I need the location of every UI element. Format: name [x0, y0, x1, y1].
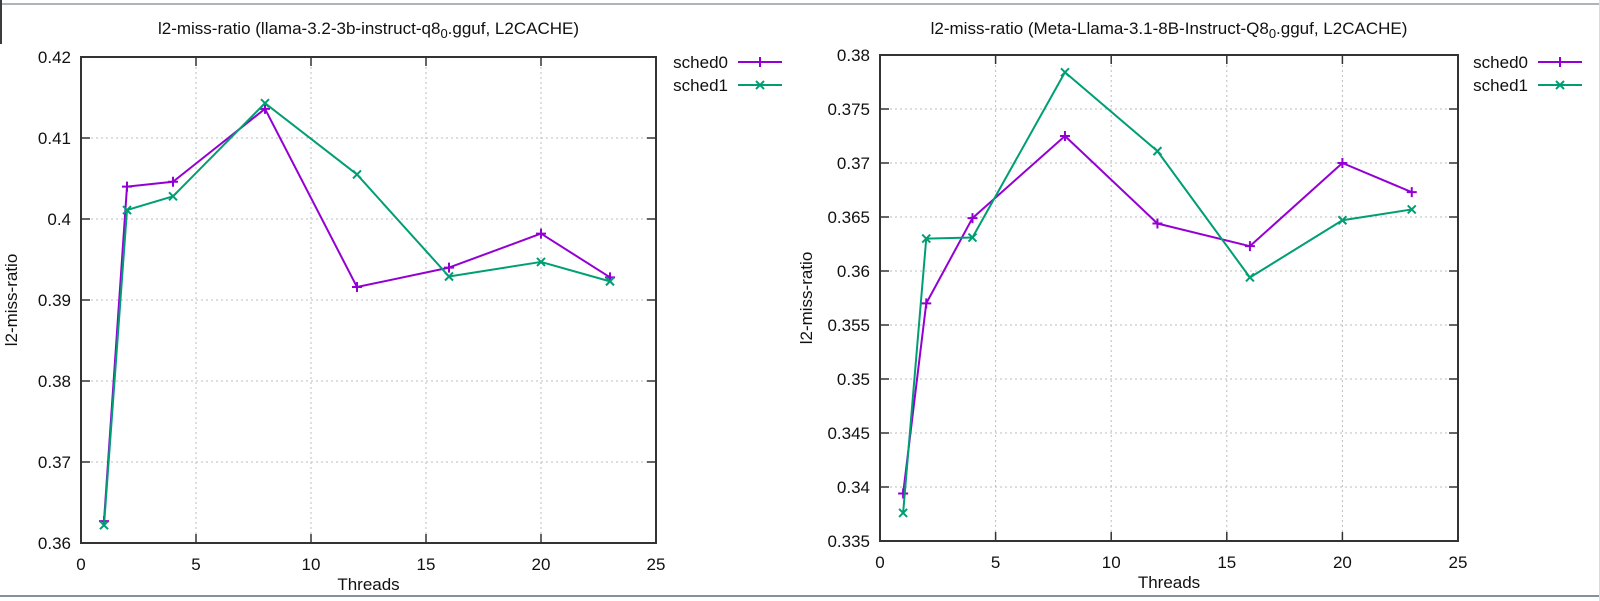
plus-marker [967, 213, 978, 224]
y-tick-label: 0.37 [837, 154, 870, 173]
cross-marker [1060, 67, 1070, 77]
x-tick-label: 10 [1102, 553, 1121, 572]
x-tick-label: 15 [417, 555, 436, 574]
y-tick-label: 0.36 [38, 534, 71, 553]
cross-marker [260, 98, 270, 108]
cross-marker [1245, 272, 1255, 283]
plus-marker [352, 282, 362, 293]
y-tick-label: 0.38 [837, 46, 870, 65]
y-tick-label: 0.35 [837, 370, 870, 389]
series-markers-sched1 [99, 98, 615, 530]
plus-marker [898, 488, 909, 499]
legend-label-sched1: sched1 [1473, 76, 1528, 95]
y-tick-label: 0.4 [47, 210, 71, 229]
cross-marker [352, 169, 362, 180]
x-tick-label: 10 [302, 555, 321, 574]
plus-marker [921, 298, 932, 309]
x-tick-label: 5 [991, 553, 1000, 572]
plus-marker [1244, 241, 1255, 252]
plus-marker [1406, 187, 1417, 198]
plus-marker [536, 228, 546, 239]
plus-marker [1059, 131, 1070, 141]
y-tick-label: 0.37 [38, 453, 71, 472]
legend-label-sched0: sched0 [673, 53, 728, 72]
legend-label-sched0: sched0 [1473, 53, 1528, 72]
x-tick-label: 20 [1333, 553, 1352, 572]
chart-right-llama-8b: 0 5 10 15 20 25 0.335 0.34 0.345 0.35 0.355 0.36 0.3… [800, 19, 1582, 592]
window-bottom-edge [0, 595, 1600, 597]
y-tick-label: 0.375 [827, 100, 870, 119]
series-line-sched0 [902, 135, 1413, 494]
series-markers-sched0 [898, 131, 1417, 499]
cross-marker [168, 191, 178, 202]
y-tick-label: 0.345 [827, 424, 870, 443]
x-axis-label: Threads [1138, 573, 1200, 592]
series-line-sched1 [103, 102, 611, 526]
y-tick-label: 0.36 [837, 262, 870, 281]
x-axis-label: Threads [337, 575, 399, 594]
y-axis-label: l2-miss-ratio [2, 254, 21, 347]
chart-title: l2-miss-ratio (Meta-Llama-3.1-8B-Instruc… [931, 19, 1408, 41]
x-tick-label: 15 [1217, 553, 1236, 572]
cross-marker [99, 520, 109, 530]
cross-marker [605, 276, 615, 287]
cross-marker [1152, 146, 1163, 156]
x-tick-label: 5 [191, 555, 200, 574]
y-tick-label: 0.335 [827, 532, 870, 551]
cross-marker [444, 271, 454, 282]
window-top-edge [0, 3, 1600, 5]
window-left-edge [0, 0, 2, 44]
y-tick-label: 0.365 [827, 208, 870, 227]
x-tick-label: 25 [1449, 553, 1468, 572]
legend-label-sched1: sched1 [673, 76, 728, 95]
cross-marker [122, 205, 132, 215]
chart-left-llama-3b: 0 5 10 15 20 25 0.36 0.37 0.38 0.39 0.4 0.41 0.42 Thr… [2, 19, 782, 594]
series-markers-sched0 [99, 103, 615, 527]
plus-marker [260, 103, 270, 114]
cross-marker [898, 508, 908, 518]
plus-marker [122, 181, 132, 192]
plot-border [80, 56, 657, 544]
x-tick-label: 0 [875, 553, 884, 572]
y-tick-label: 0.42 [38, 48, 71, 67]
cross-marker [967, 232, 978, 243]
x-tick-label: 20 [532, 555, 551, 574]
plus-marker [1555, 57, 1565, 67]
plus-marker [1337, 158, 1348, 168]
plus-marker [444, 262, 454, 273]
chart-title: l2-miss-ratio (llama-3.2-3b-instruct-q80… [158, 19, 579, 41]
y-axis-label: l2-miss-ratio [800, 252, 816, 345]
cross-marker [755, 80, 765, 90]
y-tick-label: 0.38 [38, 372, 71, 391]
cross-marker [921, 233, 931, 244]
plot-border [879, 54, 1459, 542]
cross-marker [1337, 215, 1348, 225]
y-tick-label: 0.34 [837, 478, 870, 497]
y-tick-label: 0.41 [38, 129, 71, 148]
y-tick-label: 0.39 [38, 291, 71, 310]
series-line-sched1 [902, 71, 1412, 514]
x-tick-label: 0 [76, 555, 85, 574]
x-tick-label: 25 [647, 555, 666, 574]
series-line-sched0 [103, 107, 611, 522]
plus-marker [168, 176, 178, 187]
cross-marker [536, 257, 546, 267]
plus-marker [1152, 218, 1163, 229]
cross-marker [1407, 204, 1417, 215]
series-markers-sched1 [898, 67, 1417, 518]
cross-marker [1555, 80, 1565, 90]
plus-marker [755, 57, 765, 67]
y-tick-label: 0.355 [827, 316, 870, 335]
